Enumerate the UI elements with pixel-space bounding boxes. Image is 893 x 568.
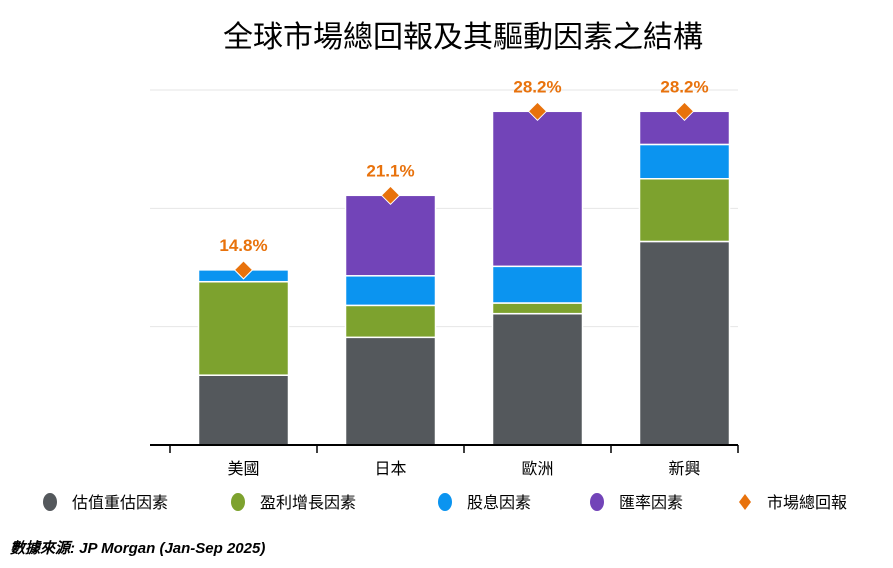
legend-label: 股息因素 bbox=[467, 493, 531, 512]
bar-segment bbox=[638, 178, 731, 243]
total-label: 28.2% bbox=[660, 77, 708, 96]
legend-circle-icon bbox=[43, 493, 57, 511]
bar-segment bbox=[344, 304, 437, 339]
category-label: 新興 bbox=[668, 459, 700, 478]
total-label: 21.1% bbox=[366, 161, 414, 180]
legend-label: 匯率因素 bbox=[619, 493, 683, 512]
bar-segment bbox=[638, 240, 731, 446]
bar-segment bbox=[344, 194, 437, 277]
legend-label: 盈利增長因素 bbox=[260, 493, 356, 512]
bar-segment bbox=[197, 374, 290, 446]
total-marker bbox=[380, 185, 401, 206]
category-label: 美國 bbox=[227, 459, 259, 478]
total-label: 14.8% bbox=[219, 236, 267, 255]
bar-segment bbox=[491, 312, 584, 446]
category-label: 歐洲 bbox=[521, 459, 553, 478]
bar-segment bbox=[491, 265, 584, 304]
bar-segment bbox=[344, 275, 437, 307]
chart-title: 全球市場總回報及其驅動因素之結構 bbox=[223, 20, 703, 55]
bar-segment bbox=[197, 280, 290, 376]
total-marker bbox=[233, 260, 254, 280]
bar-segment bbox=[638, 143, 731, 180]
legend-circle-icon bbox=[590, 493, 604, 511]
bar-segment bbox=[491, 110, 584, 268]
legend-label: 市場總回報 bbox=[767, 493, 847, 512]
source-note: 數據來源: JP Morgan (Jan-Sep 2025) bbox=[10, 540, 265, 557]
legend-circle-icon bbox=[438, 493, 452, 511]
total-marker bbox=[527, 101, 548, 122]
category-label: 日本 bbox=[374, 459, 406, 478]
bar-segment bbox=[491, 302, 584, 315]
total-label: 28.2% bbox=[513, 77, 561, 96]
bar-segment bbox=[344, 336, 437, 446]
legend-diamond-icon bbox=[739, 494, 751, 510]
legend-label: 估值重估因素 bbox=[72, 493, 168, 512]
legend-circle-icon bbox=[231, 493, 245, 511]
total-marker bbox=[674, 101, 695, 122]
